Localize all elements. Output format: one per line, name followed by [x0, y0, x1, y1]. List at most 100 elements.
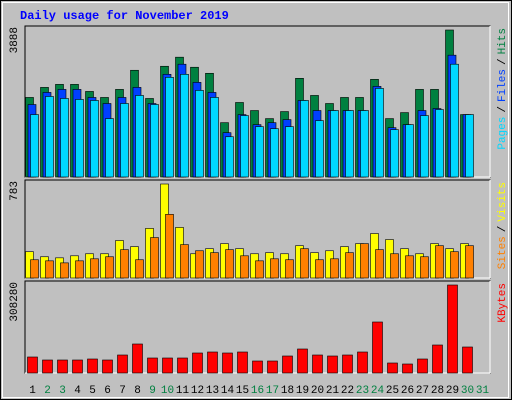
bar — [330, 110, 339, 178]
bar — [255, 260, 264, 279]
bar — [360, 110, 369, 178]
bar — [192, 352, 203, 374]
bar — [120, 249, 129, 279]
legend: Pages / Files / Hits — [497, 28, 509, 150]
bar — [315, 120, 324, 178]
bar — [177, 357, 188, 374]
bar — [465, 245, 474, 279]
legend-entry: Files — [497, 69, 509, 102]
bar — [450, 63, 459, 178]
x-tick-label: 20 — [311, 385, 324, 397]
x-tick-label: 13 — [206, 385, 219, 397]
legend-entry: Pages — [497, 117, 509, 150]
x-tick-label: 18 — [281, 385, 294, 397]
bar — [120, 103, 129, 178]
bar — [450, 251, 459, 279]
legend-separator: / — [497, 106, 509, 113]
bar — [327, 355, 338, 374]
bar — [90, 258, 99, 279]
bar — [135, 259, 144, 279]
bar — [45, 96, 54, 178]
bar — [387, 362, 398, 374]
bar — [30, 259, 39, 279]
bar — [372, 321, 383, 374]
x-tick-label: 1 — [29, 385, 36, 397]
x-tick-label: 2 — [44, 385, 51, 397]
bar — [87, 358, 98, 374]
panel — [24, 280, 491, 374]
bar — [282, 355, 293, 374]
bar — [447, 284, 458, 374]
bar — [72, 359, 83, 374]
bar — [60, 262, 69, 279]
x-tick-label: 16 — [251, 385, 264, 397]
bar — [402, 363, 413, 374]
bar — [267, 360, 278, 374]
x-tick-label: 30 — [461, 385, 474, 397]
legend-entry: Hits — [497, 28, 509, 54]
bar — [195, 90, 204, 178]
bar — [75, 99, 84, 178]
bar — [240, 115, 249, 178]
bar — [300, 100, 309, 178]
bar — [75, 260, 84, 279]
bar — [420, 115, 429, 178]
x-tick-label: 24 — [371, 385, 385, 397]
legend: KBytes — [497, 283, 509, 323]
bar — [225, 249, 234, 279]
bar — [462, 346, 473, 374]
bar — [285, 126, 294, 178]
x-tick-label: 17 — [266, 385, 279, 397]
bar — [357, 351, 368, 374]
bar — [270, 258, 279, 279]
bar — [162, 357, 173, 374]
y-tick-label: 783 — [9, 181, 21, 201]
bar — [210, 97, 219, 178]
bar — [312, 354, 323, 374]
bar — [375, 249, 384, 279]
bar — [60, 98, 69, 178]
bar — [42, 359, 53, 374]
x-tick-label: 23 — [356, 385, 369, 397]
bar — [375, 88, 384, 178]
x-tick-label: 10 — [161, 385, 174, 397]
y-tick-label: 3888 — [9, 27, 21, 53]
bar — [252, 360, 263, 374]
bar — [222, 352, 233, 374]
x-tick-label: 12 — [191, 385, 204, 397]
x-tick-label: 29 — [446, 385, 459, 397]
bar — [420, 256, 429, 279]
bar — [315, 259, 324, 279]
x-tick-label: 11 — [176, 385, 190, 397]
bar — [45, 260, 54, 279]
bar — [30, 114, 39, 178]
bar — [405, 124, 414, 178]
bar — [297, 348, 308, 374]
bar — [105, 256, 114, 279]
bar — [102, 359, 113, 374]
bar — [342, 354, 353, 374]
x-tick-label: 9 — [149, 385, 156, 397]
bar — [360, 243, 369, 279]
x-tick-label: 25 — [386, 385, 399, 397]
bar — [165, 77, 174, 178]
x-tick-label: 7 — [119, 385, 126, 397]
bar — [180, 74, 189, 178]
x-tick-label: 26 — [401, 385, 414, 397]
bar — [345, 252, 354, 279]
bar — [465, 114, 474, 178]
x-tick-label: 5 — [89, 385, 96, 397]
x-tick-label: 6 — [104, 385, 111, 397]
bar — [432, 344, 443, 374]
x-tick-label: 27 — [416, 385, 429, 397]
bar — [270, 128, 279, 178]
bar — [345, 110, 354, 178]
bar — [330, 258, 339, 279]
bar — [390, 129, 399, 178]
x-tick-label: 4 — [74, 385, 81, 397]
bar — [150, 104, 159, 178]
y-tick-label: 308280 — [9, 282, 21, 322]
legend: Sites / Visits — [497, 182, 509, 269]
